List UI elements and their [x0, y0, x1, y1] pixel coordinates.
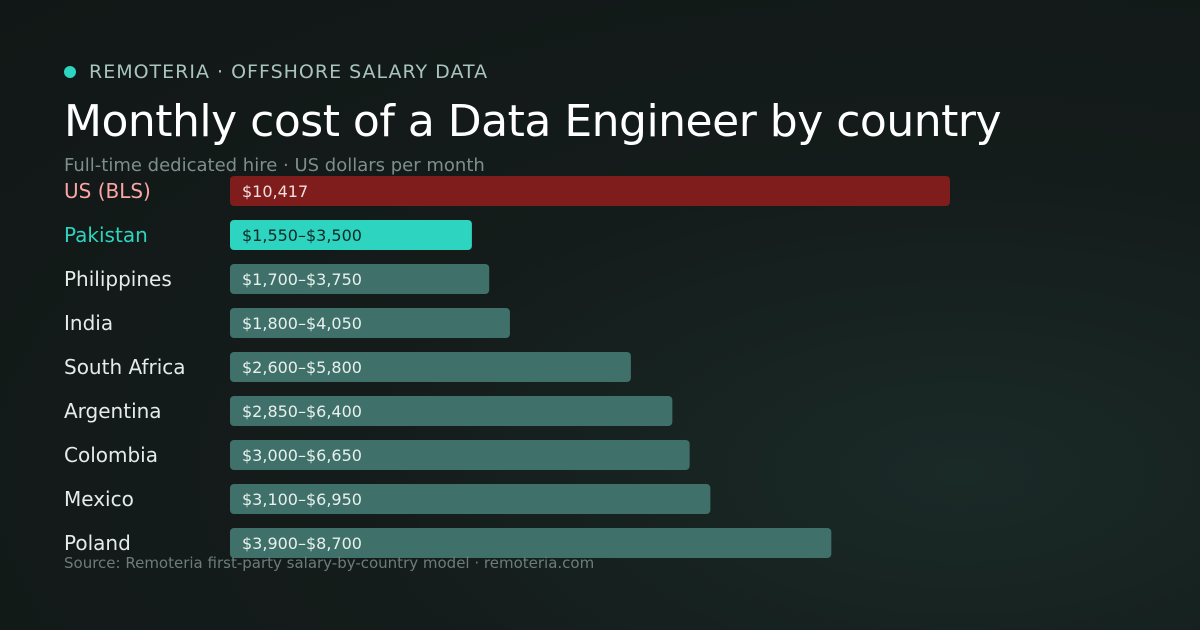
value-label-argentina: $2,850–$6,400 [242, 402, 362, 421]
category-label-argentina: Argentina [64, 399, 162, 423]
category-label-philippines: Philippines [64, 267, 172, 291]
value-label-poland: $3,900–$8,700 [242, 534, 362, 553]
value-label-south-africa: $2,600–$5,800 [242, 358, 362, 377]
bar-south-africa [230, 352, 631, 382]
bar-philippines [230, 264, 490, 294]
source-note: Source: Remoteria first-party salary-by-… [64, 554, 595, 572]
category-label-pakistan: Pakistan [64, 223, 148, 247]
brand-dot-icon [64, 66, 76, 78]
value-label-us-bls: $10,417 [242, 182, 308, 201]
category-label-india: India [64, 311, 113, 335]
value-label-pakistan: $1,550–$3,500 [242, 226, 362, 245]
value-label-colombia: $3,000–$6,650 [242, 446, 362, 465]
value-label-philippines: $1,700–$3,750 [242, 270, 362, 289]
eyebrow: REMOTERIA · OFFSHORE SALARY DATA [64, 60, 488, 84]
bar-argentina [230, 396, 673, 426]
chart-title: Monthly cost of a Data Engineer by count… [64, 96, 1002, 147]
category-label-poland: Poland [64, 531, 131, 555]
bar-india [230, 308, 510, 338]
category-label-south-africa: South Africa [64, 355, 186, 379]
eyebrow-text: REMOTERIA · OFFSHORE SALARY DATA [89, 61, 489, 83]
value-label-mexico: $3,100–$6,950 [242, 490, 362, 509]
category-label-mexico: Mexico [64, 487, 134, 511]
category-label-colombia: Colombia [64, 443, 158, 467]
category-label-us-bls: US (BLS) [64, 179, 151, 203]
bar-poland [230, 528, 832, 558]
value-label-india: $1,800–$4,050 [242, 314, 362, 333]
bar-mexico [230, 484, 711, 514]
bar-colombia [230, 440, 690, 470]
bar-us-bls [230, 176, 950, 206]
bar-pakistan [230, 220, 472, 250]
chart-subtitle: Full-time dedicated hire · US dollars pe… [64, 155, 485, 176]
